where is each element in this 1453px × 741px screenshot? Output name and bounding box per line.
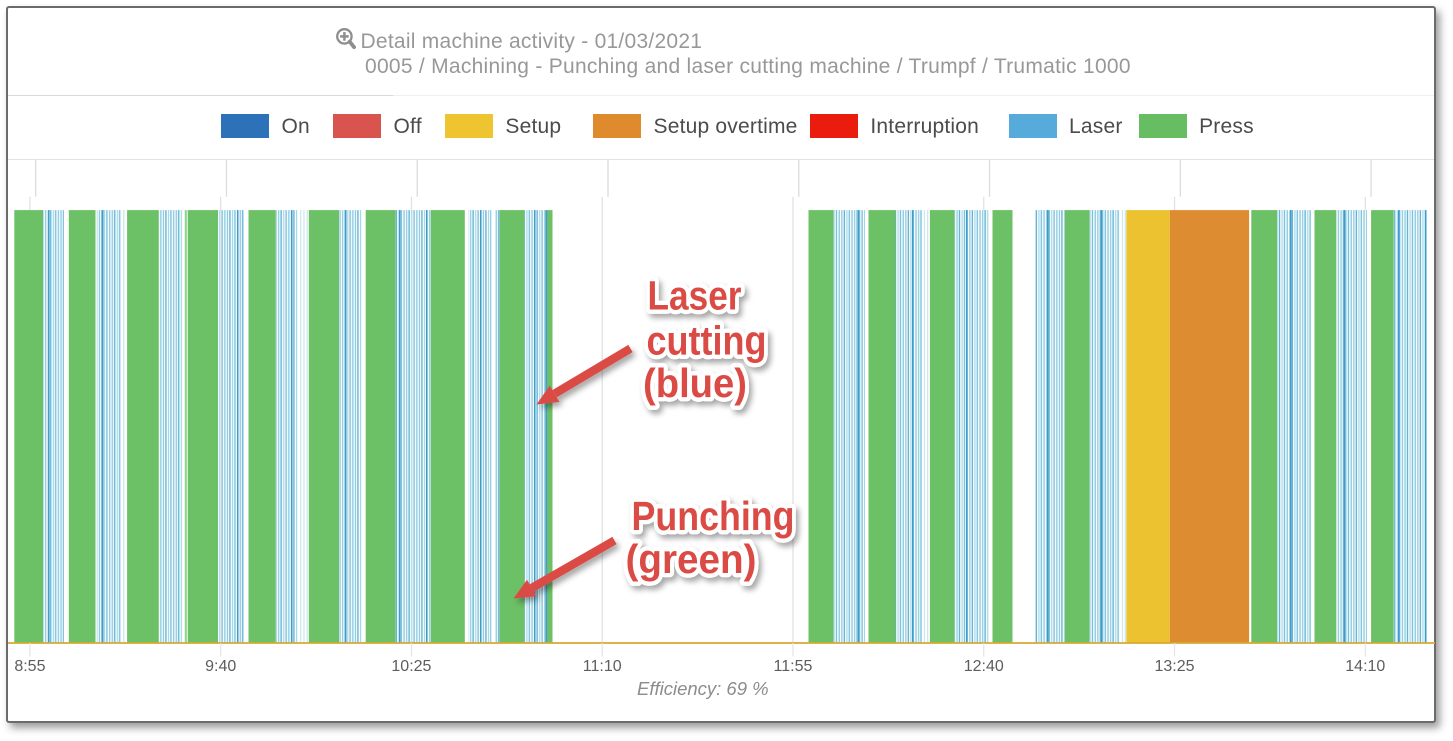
svg-text:(green): (green) bbox=[625, 535, 756, 581]
svg-text:14:10: 14:10 bbox=[1345, 658, 1385, 675]
svg-text:11:55: 11:55 bbox=[773, 658, 812, 675]
svg-text:13:25: 13:25 bbox=[1154, 658, 1194, 675]
svg-text:8:55: 8:55 bbox=[14, 658, 45, 675]
svg-text:Punching: Punching bbox=[631, 493, 794, 539]
svg-text:Laser: Laser bbox=[647, 272, 741, 318]
svg-text:cutting: cutting bbox=[646, 317, 766, 363]
svg-text:10:25: 10:25 bbox=[391, 658, 431, 675]
svg-text:11:10: 11:10 bbox=[582, 658, 621, 675]
svg-text:Efficiency: 69 %: Efficiency: 69 % bbox=[636, 678, 768, 699]
svg-text:9:40: 9:40 bbox=[205, 658, 236, 675]
svg-text:(blue): (blue) bbox=[643, 360, 747, 406]
svg-text:12:40: 12:40 bbox=[963, 658, 1003, 675]
